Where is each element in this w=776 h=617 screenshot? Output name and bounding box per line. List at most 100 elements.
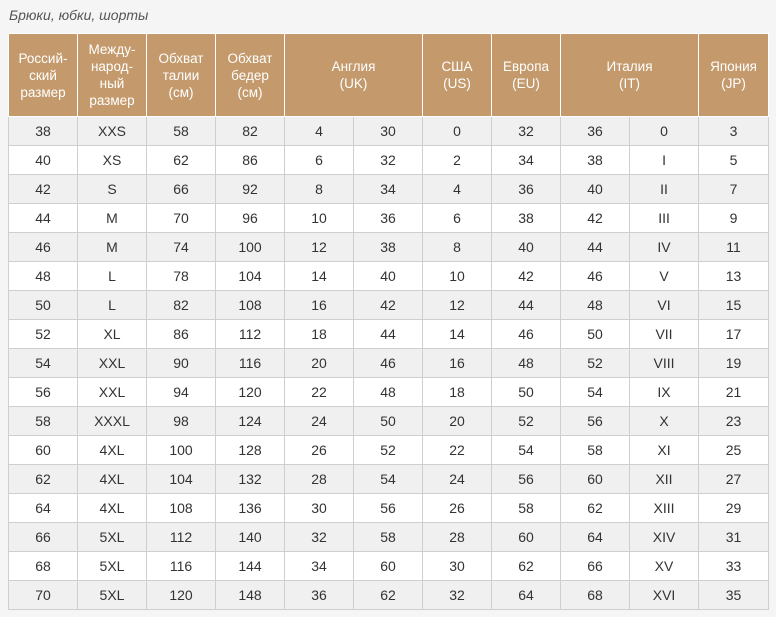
- table-row: 70 5XL 120 148 36 62 32 64 68 XVI 35: [8, 580, 770, 610]
- header-intl-size: Между- народ- ный размер: [77, 33, 147, 117]
- cell-uk-b: 32: [352, 145, 424, 175]
- cell-it-a: 44: [560, 232, 631, 262]
- cell-uk-a: 18: [284, 319, 354, 349]
- cell-it-b: VIII: [629, 348, 700, 378]
- cell-waist: 58: [146, 116, 216, 146]
- cell-ru-size: 54: [8, 348, 78, 378]
- cell-us: 16: [422, 348, 493, 378]
- cell-ru-size: 50: [8, 290, 78, 320]
- cell-intl-size: 4XL: [77, 464, 147, 494]
- cell-it-b: IV: [629, 232, 700, 262]
- cell-jp: 35: [698, 580, 770, 610]
- cell-waist: 100: [146, 435, 216, 465]
- header-it: Италия (IT): [560, 33, 700, 117]
- cell-ru-size: 42: [8, 174, 78, 204]
- cell-it-a: 60: [560, 464, 631, 494]
- cell-intl-size: XXXL: [77, 406, 147, 436]
- cell-it-b: XII: [629, 464, 700, 494]
- cell-waist: 82: [146, 290, 216, 320]
- cell-uk-a: 36: [284, 580, 354, 610]
- table-row: 52 XL 86 112 18 44 14 46 50 VII 17: [8, 319, 770, 349]
- cell-eu: 52: [491, 406, 562, 436]
- cell-uk-a: 34: [284, 551, 354, 581]
- cell-eu: 54: [491, 435, 562, 465]
- cell-us: 24: [422, 464, 493, 494]
- header-uk: Англия (UK): [283, 33, 424, 117]
- cell-intl-size: XXS: [77, 116, 147, 146]
- cell-uk-a: 24: [284, 406, 354, 436]
- cell-it-a: 56: [560, 406, 631, 436]
- table-row: 46 M 74 100 12 38 8 40 44 IV 11: [8, 232, 770, 262]
- cell-uk-a: 8: [284, 174, 354, 204]
- cell-uk-a: 16: [284, 290, 354, 320]
- table-row: 66 5XL 112 140 32 58 28 60 64 XIV 31: [8, 522, 770, 552]
- cell-uk-a: 20: [284, 348, 354, 378]
- cell-hips: 104: [215, 261, 285, 291]
- cell-hips: 96: [215, 203, 285, 233]
- cell-us: 10: [422, 261, 493, 291]
- table-body: 38 XXS 58 82 4 30 0 32 36 0 3 40 XS 62 86 6 32 2 34 38 I 5 42 S…: [8, 116, 770, 610]
- cell-it-a: 52: [560, 348, 631, 378]
- cell-hips: 116: [215, 348, 285, 378]
- cell-it-b: II: [629, 174, 700, 204]
- cell-uk-b: 46: [352, 348, 424, 378]
- cell-it-a: 42: [560, 203, 631, 233]
- cell-eu: 32: [491, 116, 562, 146]
- header-us: США (US): [422, 33, 493, 117]
- cell-uk-a: 12: [284, 232, 354, 262]
- cell-jp: 13: [698, 261, 770, 291]
- cell-hips: 86: [215, 145, 285, 175]
- header-jp: Япония (JP): [698, 33, 770, 117]
- cell-jp: 25: [698, 435, 770, 465]
- cell-jp: 21: [698, 377, 770, 407]
- cell-it-a: 58: [560, 435, 631, 465]
- cell-uk-a: 26: [284, 435, 354, 465]
- cell-uk-b: 38: [352, 232, 424, 262]
- cell-waist: 74: [146, 232, 216, 262]
- cell-it-a: 62: [560, 493, 631, 523]
- cell-uk-a: 10: [284, 203, 354, 233]
- table-row: 56 XXL 94 120 22 48 18 50 54 IX 21: [8, 377, 770, 407]
- cell-uk-a: 4: [284, 116, 354, 146]
- cell-uk-a: 28: [284, 464, 354, 494]
- table-row: 42 S 66 92 8 34 4 36 40 II 7: [8, 174, 770, 204]
- cell-jp: 23: [698, 406, 770, 436]
- cell-waist: 78: [146, 261, 216, 291]
- cell-it-b: XIII: [629, 493, 700, 523]
- size-chart-table: Россий- ский размер Между- народ- ный ра…: [8, 33, 770, 610]
- cell-it-b: X: [629, 406, 700, 436]
- cell-intl-size: 4XL: [77, 493, 147, 523]
- cell-intl-size: S: [77, 174, 147, 204]
- cell-ru-size: 62: [8, 464, 78, 494]
- cell-intl-size: M: [77, 232, 147, 262]
- cell-ru-size: 56: [8, 377, 78, 407]
- cell-hips: 140: [215, 522, 285, 552]
- cell-waist: 62: [146, 145, 216, 175]
- cell-jp: 19: [698, 348, 770, 378]
- cell-it-a: 48: [560, 290, 631, 320]
- cell-intl-size: XL: [77, 319, 147, 349]
- cell-it-b: VII: [629, 319, 700, 349]
- cell-uk-a: 14: [284, 261, 354, 291]
- cell-hips: 124: [215, 406, 285, 436]
- cell-waist: 66: [146, 174, 216, 204]
- cell-hips: 144: [215, 551, 285, 581]
- cell-uk-b: 42: [352, 290, 424, 320]
- cell-us: 32: [422, 580, 493, 610]
- cell-uk-b: 50: [352, 406, 424, 436]
- cell-us: 6: [422, 203, 493, 233]
- cell-uk-a: 6: [284, 145, 354, 175]
- cell-hips: 128: [215, 435, 285, 465]
- cell-intl-size: XXL: [77, 377, 147, 407]
- cell-waist: 94: [146, 377, 216, 407]
- cell-waist: 108: [146, 493, 216, 523]
- cell-us: 26: [422, 493, 493, 523]
- cell-ru-size: 70: [8, 580, 78, 610]
- cell-uk-a: 30: [284, 493, 354, 523]
- cell-us: 8: [422, 232, 493, 262]
- cell-ru-size: 38: [8, 116, 78, 146]
- cell-it-b: 0: [629, 116, 700, 146]
- cell-us: 12: [422, 290, 493, 320]
- cell-waist: 70: [146, 203, 216, 233]
- cell-it-a: 36: [560, 116, 631, 146]
